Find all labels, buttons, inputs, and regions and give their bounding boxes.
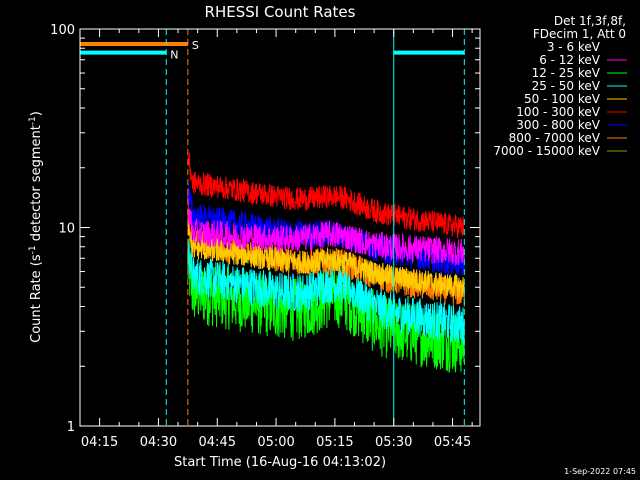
legend: Det 1f,3f,8f, FDecim 1, Att 0 3 - 6 keV6… bbox=[493, 14, 627, 158]
series-line-1 bbox=[187, 97, 465, 139]
legend-label-6: 100 - 300 keV bbox=[516, 105, 600, 119]
legend-header-line2: FDecim 1, Att 0 bbox=[533, 27, 626, 41]
series-line-6 bbox=[187, 151, 465, 239]
x-axis-label: Start Time (16-Aug-16 04:13:02) bbox=[174, 455, 386, 470]
legend-label-4: 25 - 50 keV bbox=[532, 79, 601, 93]
x-axis-ticks: 04:15 04:30 04:45 05:00 05:15 05:30 05:45 bbox=[81, 29, 473, 450]
y-axis-label-main: Count Rate (s bbox=[29, 254, 44, 343]
x-tick-label: 04:30 bbox=[140, 435, 177, 450]
series-line-2 bbox=[187, 195, 465, 266]
y-axis-label-sup2: -1 bbox=[28, 116, 38, 125]
legend-label-5: 50 - 100 keV bbox=[524, 92, 601, 106]
y-axis-label: Count Rate (s-1 detector segment-1) bbox=[28, 111, 44, 343]
series-line-5 bbox=[187, 224, 465, 299]
legend-header-line1: Det 1f,3f,8f, bbox=[554, 14, 626, 28]
x-tick-label: 05:45 bbox=[434, 435, 471, 450]
legend-label-1: 3 - 6 keV bbox=[547, 40, 601, 54]
y-tick-label: 100 bbox=[50, 23, 75, 38]
x-tick-label: 04:45 bbox=[199, 435, 236, 450]
series-line-4 bbox=[187, 241, 465, 346]
legend-label-3: 12 - 25 keV bbox=[532, 66, 601, 80]
legend-label-2: 6 - 12 keV bbox=[539, 53, 601, 67]
series-layer bbox=[187, 97, 465, 373]
y-axis-label-mid: detector segment bbox=[29, 125, 44, 245]
y-axis-ticks: 1 10 100 bbox=[50, 23, 480, 435]
x-tick-label: 05:30 bbox=[375, 435, 412, 450]
y-axis-label-sup1: -1 bbox=[28, 245, 38, 254]
y-axis-label-end: ) bbox=[29, 111, 44, 116]
legend-label-8: 800 - 7000 keV bbox=[509, 131, 601, 145]
x-tick-label: 04:15 bbox=[81, 435, 118, 450]
legend-label-9: 7000 - 15000 keV bbox=[493, 144, 600, 158]
x-tick-label: 05:15 bbox=[316, 435, 353, 450]
y-tick-label: 10 bbox=[58, 222, 75, 237]
legend-label-7: 300 - 800 keV bbox=[516, 118, 600, 132]
night-label: N bbox=[170, 49, 178, 62]
saa-label: S bbox=[192, 39, 199, 52]
x-tick-label: 05:00 bbox=[257, 435, 294, 450]
generation-timestamp: 1-Sep-2022 07:45 bbox=[564, 467, 636, 476]
y-tick-label: 1 bbox=[67, 420, 75, 435]
chart-title: RHESSI Count Rates bbox=[205, 3, 356, 21]
